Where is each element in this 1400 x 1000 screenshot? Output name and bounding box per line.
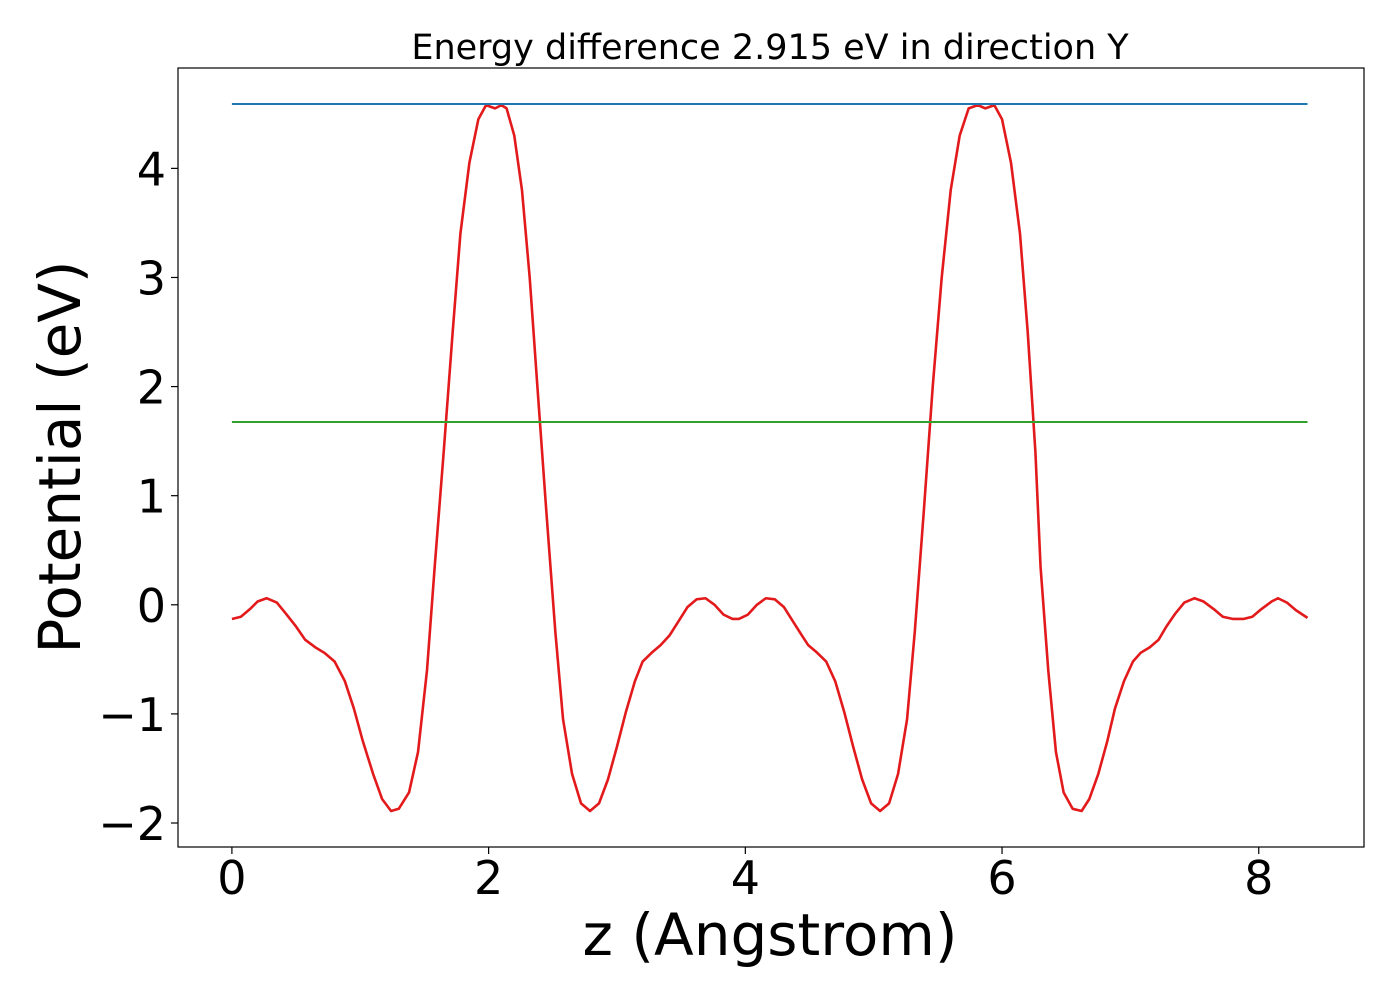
y-tick-label: 3 (137, 251, 166, 305)
x-tick-label: 0 (217, 851, 246, 905)
y-tick-label: 4 (137, 142, 166, 196)
x-axis-label: z (Angstrom) (583, 901, 958, 969)
y-tick-label: 0 (137, 579, 166, 633)
y-tick-label: −2 (98, 797, 166, 851)
series-lines (231, 103, 1309, 813)
y-axis-label: Potential (eV) (26, 260, 94, 653)
x-tick-label: 6 (987, 851, 1016, 905)
potential-curve (231, 103, 1309, 813)
x-axis: 0 2 4 6 8 (217, 847, 1273, 905)
x-tick-label: 2 (474, 851, 503, 905)
y-tick-label: −1 (98, 688, 166, 742)
y-tick-label: 1 (137, 470, 166, 524)
plot-frame (177, 67, 1365, 848)
x-tick-label: 8 (1244, 851, 1273, 905)
chart-title: Energy difference 2.915 eV in direction … (411, 28, 1129, 68)
y-tick-label: 2 (137, 361, 166, 415)
plot-area (177, 67, 1365, 848)
x-tick-label: 4 (731, 851, 760, 905)
y-axis: −2 −1 0 1 2 3 4 (98, 142, 178, 851)
